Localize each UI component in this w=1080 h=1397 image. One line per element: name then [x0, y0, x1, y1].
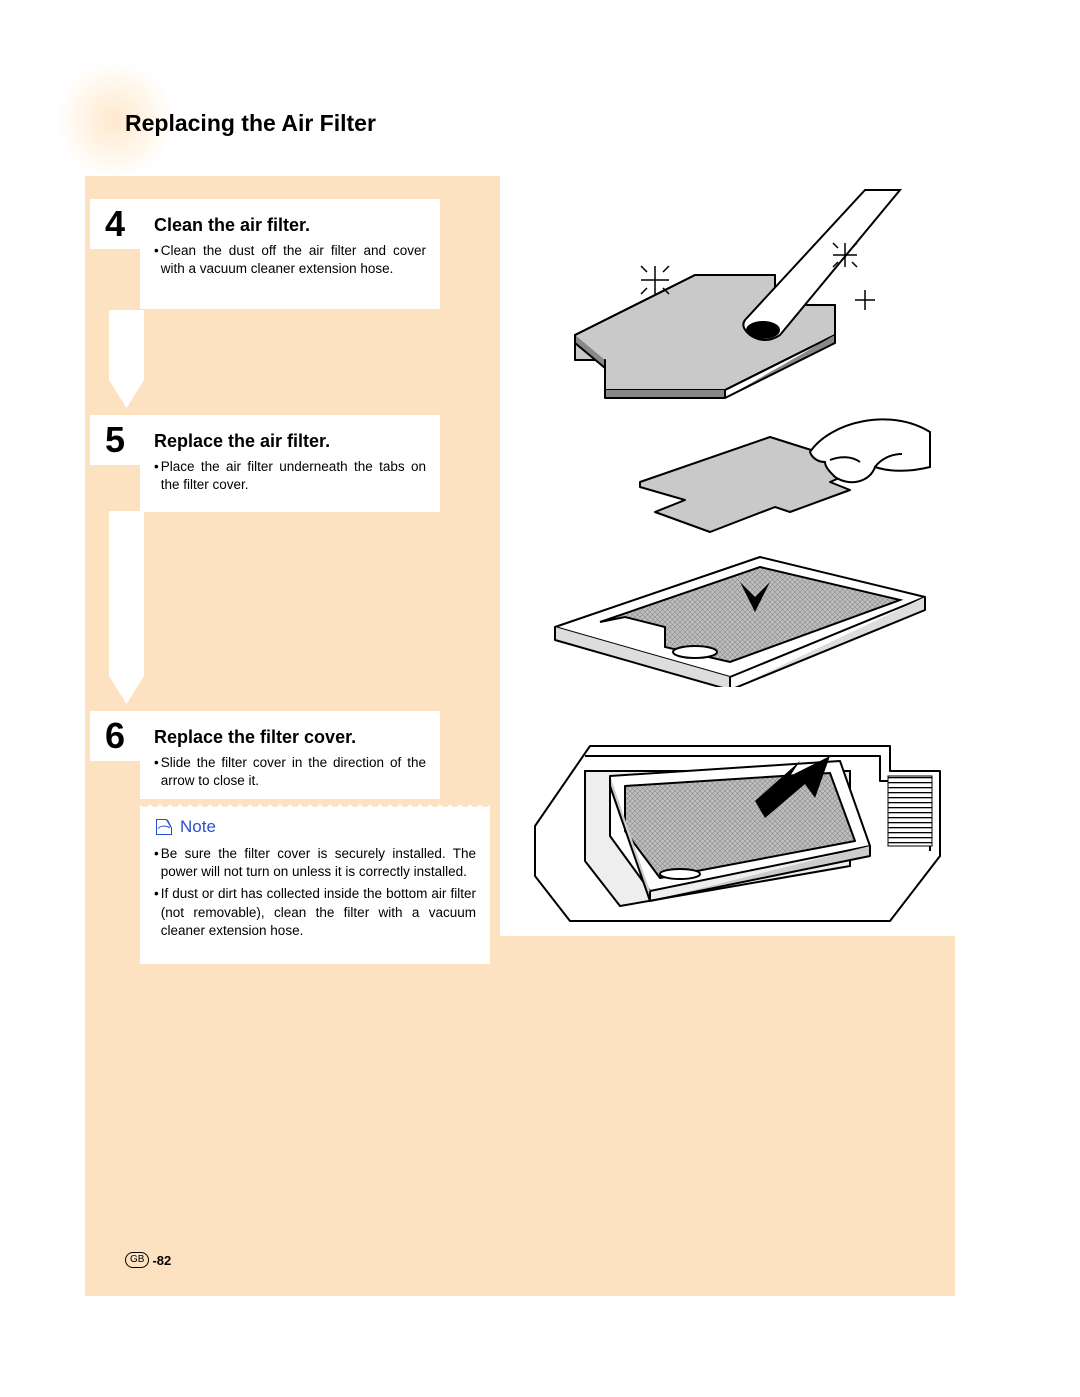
step-title: Replace the filter cover. — [154, 727, 426, 748]
step-number: 6 — [90, 711, 140, 761]
bullet-dot: • — [154, 242, 159, 278]
step-body: Clean the air filter. • Clean the dust o… — [140, 199, 440, 309]
step-bullet: • Slide the filter cover in the directio… — [154, 754, 426, 790]
note-box: Note • Be sure the filter cover is secur… — [140, 805, 490, 964]
scallop-edge — [140, 799, 490, 807]
region-badge: GB — [125, 1252, 149, 1268]
illustration-replace-filter — [530, 412, 940, 687]
note-label: Note — [180, 817, 216, 837]
arrow-connector — [103, 310, 150, 410]
note-header: Note — [154, 817, 476, 837]
bullet-dot: • — [154, 458, 159, 494]
bullet-text: Clean the dust off the air filter and co… — [161, 242, 426, 278]
bullet-text: Place the air filter underneath the tabs… — [161, 458, 426, 494]
step-body: Replace the air filter. • Place the air … — [140, 415, 440, 512]
arrow-connector — [103, 511, 150, 706]
step-bullet: • Place the air filter underneath the ta… — [154, 458, 426, 494]
note-bullet: • Be sure the filter cover is securely i… — [154, 845, 476, 881]
step-title: Replace the air filter. — [154, 431, 426, 452]
bullet-dot: • — [154, 754, 159, 790]
illustration-clean-filter — [545, 185, 935, 400]
bullet-text: Slide the filter cover in the direction … — [161, 754, 426, 790]
page-number: GB -82 — [125, 1252, 171, 1268]
page-title: Replacing the Air Filter — [125, 110, 376, 137]
step-bullet: • Clean the dust off the air filter and … — [154, 242, 426, 278]
note-icon — [154, 817, 174, 837]
step-number: 4 — [90, 199, 140, 249]
step-title: Clean the air filter. — [154, 215, 426, 236]
step-body: Replace the filter cover. • Slide the fi… — [140, 711, 440, 808]
bullet-text: Be sure the filter cover is securely ins… — [161, 845, 476, 881]
page-num-text: -82 — [152, 1253, 171, 1268]
note-bullet: • If dust or dirt has collected inside t… — [154, 885, 476, 940]
bullet-dot: • — [154, 845, 159, 881]
bullet-dot: • — [154, 885, 159, 940]
bullet-text: If dust or dirt has collected inside the… — [161, 885, 476, 940]
illustration-replace-cover — [530, 706, 950, 926]
step-number: 5 — [90, 415, 140, 465]
